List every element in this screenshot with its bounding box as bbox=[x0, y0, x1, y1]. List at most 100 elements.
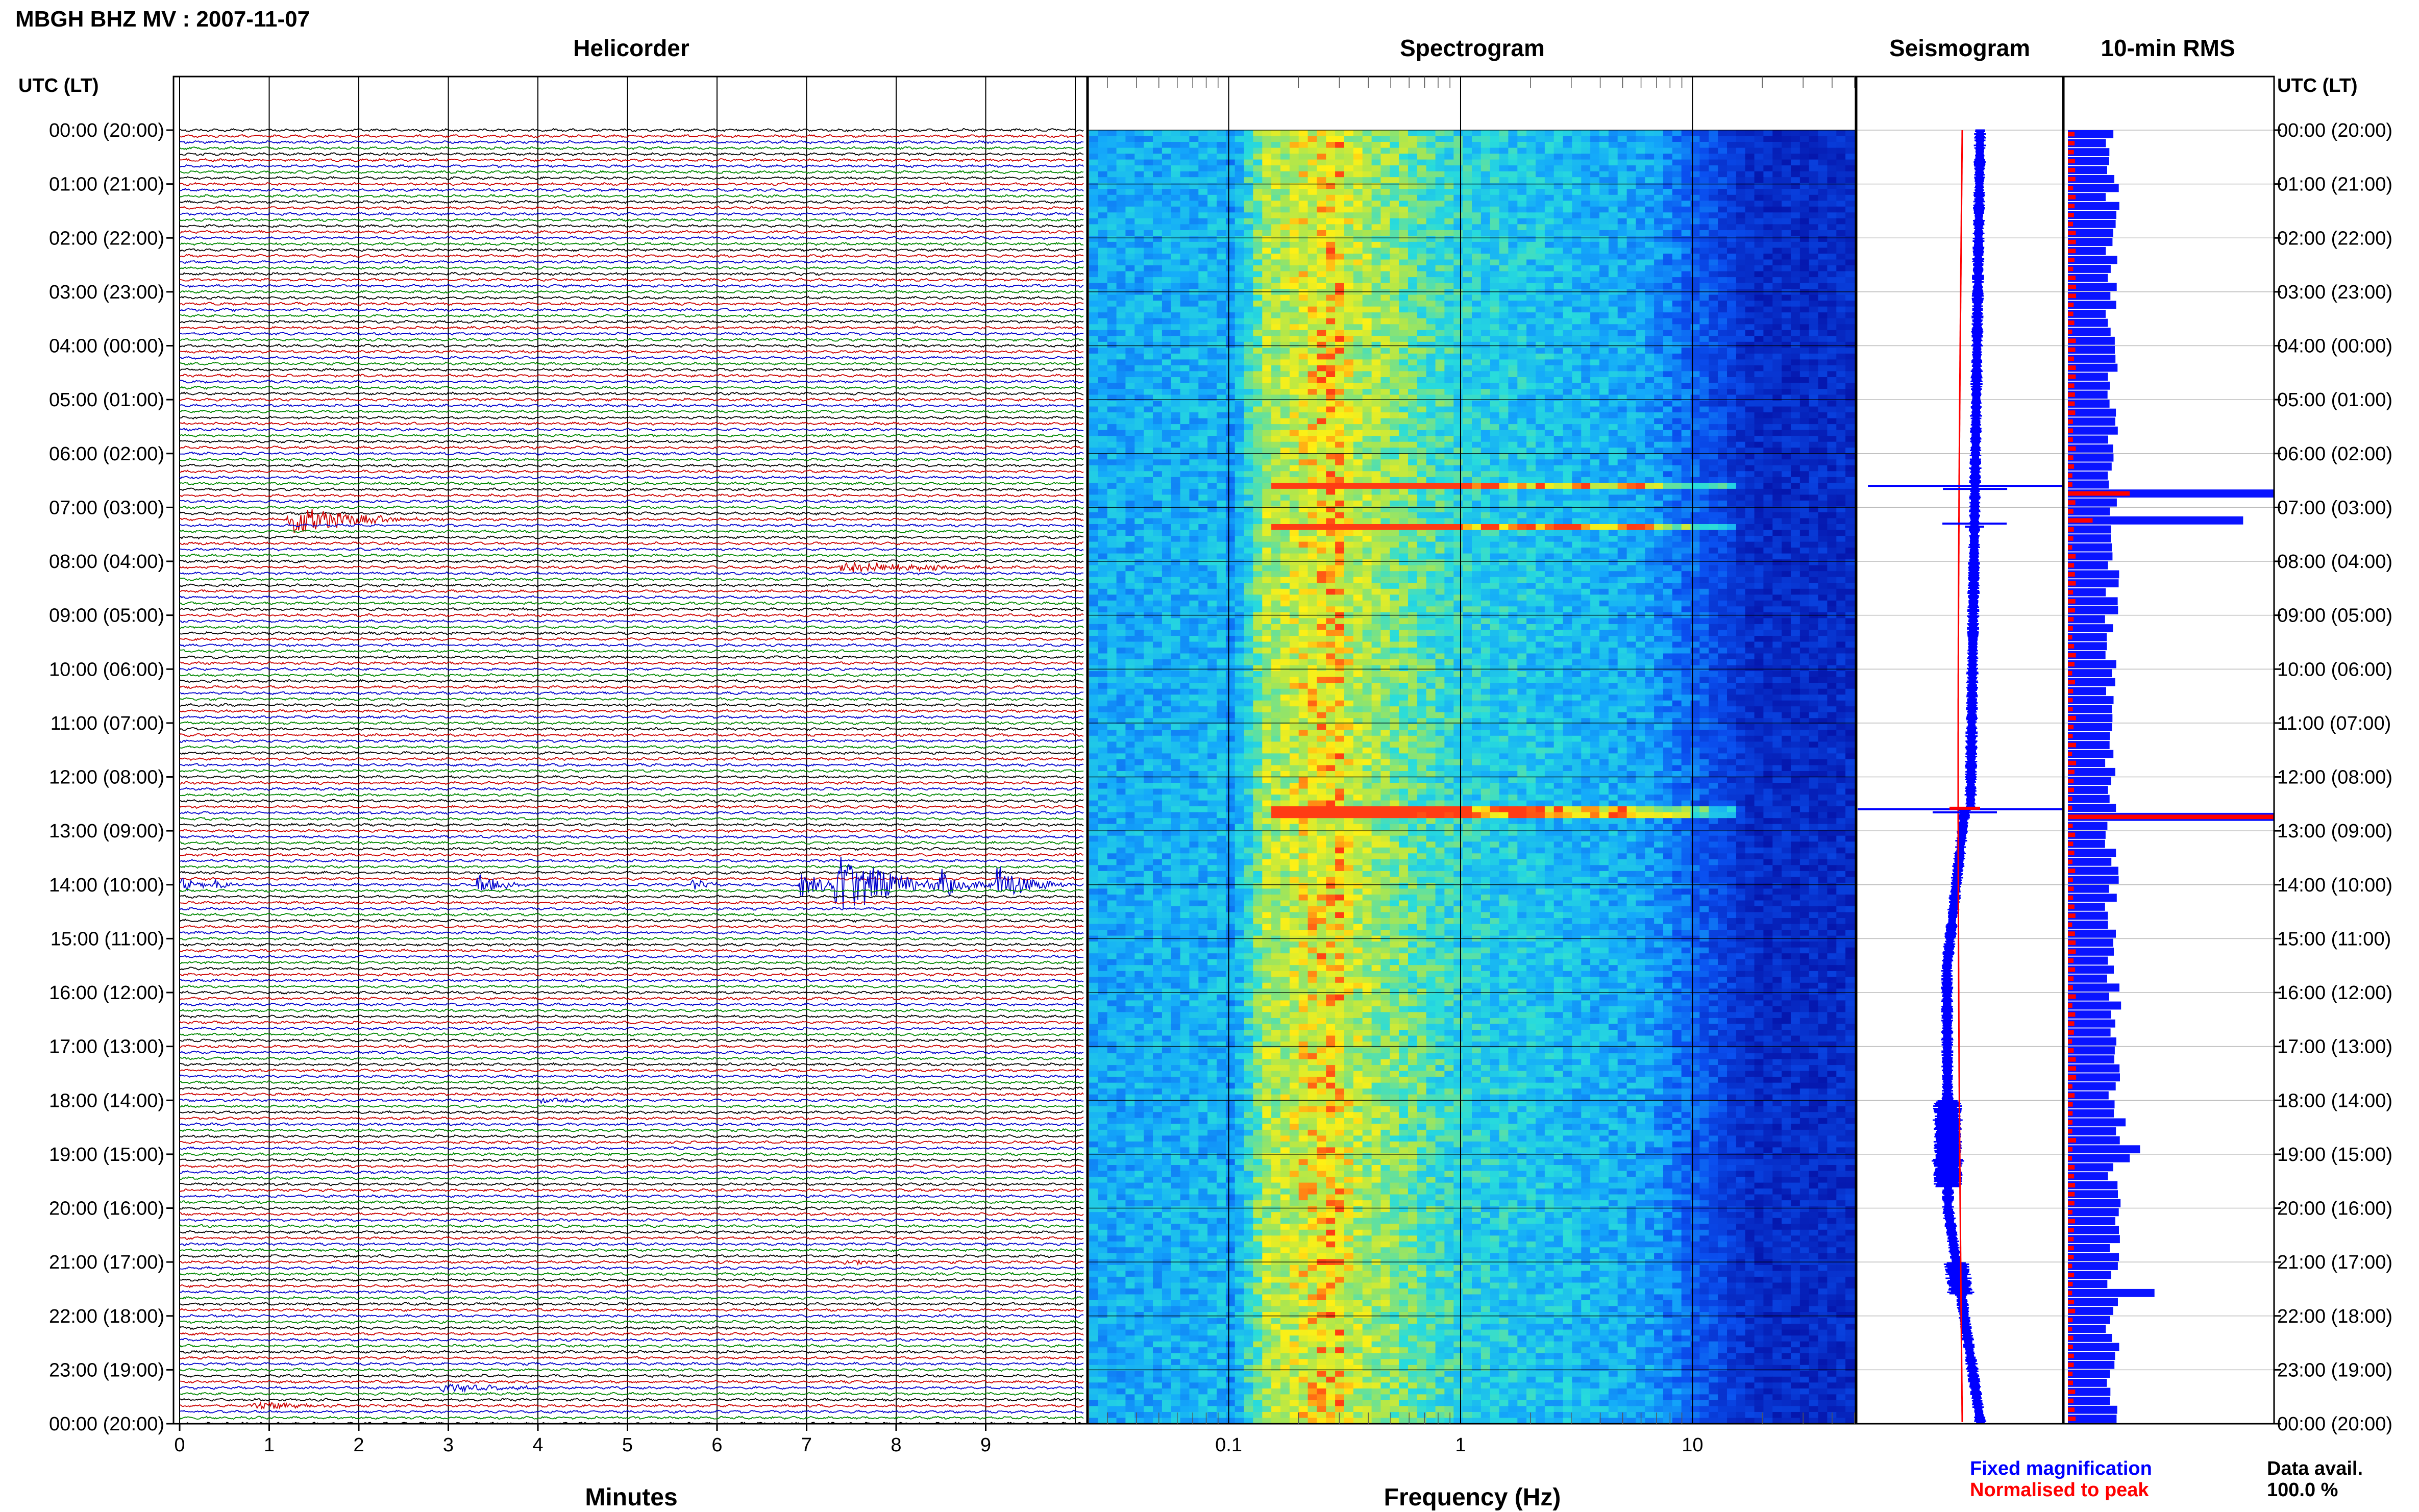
spectrogram-cell bbox=[1763, 212, 1773, 219]
spectrogram-cell bbox=[1827, 406, 1837, 413]
spectrogram-cell bbox=[1326, 254, 1336, 260]
spectrogram-cell bbox=[1335, 318, 1345, 325]
spectrogram-cell bbox=[1563, 241, 1573, 248]
spectrogram-cell bbox=[1480, 159, 1491, 166]
spectrogram-cell bbox=[1799, 377, 1810, 384]
time-tick-label-left: 23:00 (19:00) bbox=[49, 1359, 164, 1381]
spectrogram-cell bbox=[1162, 265, 1172, 272]
spectrogram-cell bbox=[1508, 341, 1518, 348]
spectrogram-cell bbox=[1217, 241, 1226, 248]
spectrogram-cell bbox=[1153, 383, 1163, 389]
spectrogram-cell bbox=[1617, 183, 1627, 189]
spectrogram-cell bbox=[1225, 265, 1236, 272]
spectrogram-cell bbox=[1636, 401, 1645, 407]
spectrogram-cell bbox=[1772, 418, 1782, 425]
spectrogram-cell bbox=[1107, 401, 1117, 407]
spectrogram-cell bbox=[1754, 324, 1764, 331]
spectrogram-cell bbox=[1736, 441, 1746, 448]
spectrogram-cell bbox=[1253, 324, 1263, 331]
spectrogram-cell bbox=[1207, 171, 1217, 178]
spectrogram-cell bbox=[1408, 277, 1418, 284]
spectrogram-cell bbox=[1244, 306, 1254, 313]
time-tick-label-right: 20:00 (16:00) bbox=[2277, 1198, 2392, 1220]
spectrogram-cell bbox=[1162, 348, 1172, 354]
spectrogram-cell bbox=[1344, 448, 1354, 454]
spectrogram-cell bbox=[1380, 301, 1390, 307]
spectrogram-cell bbox=[1144, 365, 1153, 371]
spectrogram-cell bbox=[1699, 230, 1709, 236]
spectrogram-cell bbox=[1198, 383, 1208, 389]
spectrogram-cell bbox=[1253, 142, 1263, 148]
spectrogram-cell bbox=[1727, 465, 1737, 472]
spectrogram-cell bbox=[1617, 159, 1627, 166]
spectrogram-cell bbox=[1572, 383, 1582, 389]
spectrogram-cell bbox=[1809, 353, 1819, 360]
spectrogram-cell bbox=[1599, 259, 1609, 266]
spectrogram-cell bbox=[1727, 247, 1737, 254]
spectrogram-cell bbox=[1298, 401, 1309, 407]
spectrogram-cell bbox=[1162, 389, 1172, 395]
spectrogram-cell bbox=[1836, 459, 1846, 466]
spectrogram-cell bbox=[1335, 294, 1345, 301]
spectrogram-cell bbox=[1736, 147, 1746, 154]
spectrogram-cell bbox=[1435, 206, 1445, 213]
spectrogram-cell bbox=[1262, 277, 1272, 284]
spectrogram-cell bbox=[1553, 453, 1564, 460]
spectrogram-cell bbox=[1772, 154, 1782, 160]
spectrogram-cell bbox=[1198, 330, 1208, 336]
spectrogram-cell bbox=[1162, 330, 1172, 336]
seismogram-title: Seismogram bbox=[1889, 35, 2030, 61]
spectrogram-cell bbox=[1581, 383, 1591, 389]
spectrogram-cell bbox=[1480, 371, 1491, 378]
spectrogram-cell bbox=[1472, 212, 1482, 219]
spectrogram-cell bbox=[1326, 218, 1336, 225]
spectrogram-cell bbox=[1426, 341, 1436, 348]
spectrogram-cell bbox=[1435, 224, 1445, 231]
spectrogram-cell bbox=[1772, 459, 1782, 466]
spectrogram-cell bbox=[1745, 171, 1755, 178]
spectrogram-cell bbox=[1262, 365, 1272, 371]
spectrogram-cell bbox=[1435, 336, 1445, 342]
spectrogram-cell bbox=[1371, 271, 1381, 278]
spectrogram-cell bbox=[1317, 147, 1326, 154]
spectrogram-cell bbox=[1399, 448, 1409, 454]
spectrogram-cell bbox=[1718, 336, 1727, 342]
spectrogram-cell bbox=[1134, 247, 1144, 254]
spectrogram-cell bbox=[1472, 330, 1482, 336]
spectrogram-cell bbox=[1153, 241, 1163, 248]
spectrogram-cell bbox=[1526, 365, 1536, 371]
spectrogram-cell bbox=[1517, 448, 1527, 454]
spectrogram-cell bbox=[1727, 265, 1737, 272]
spectrogram-cell bbox=[1307, 218, 1318, 225]
spectrogram-cell bbox=[1289, 247, 1299, 254]
spectrogram-cell bbox=[1499, 136, 1509, 142]
spectrogram-cell bbox=[1709, 130, 1718, 137]
spectrogram-cell bbox=[1490, 147, 1500, 154]
spectrogram-cell bbox=[1180, 194, 1190, 201]
spectrogram-cell bbox=[1426, 259, 1436, 266]
spectrogram-cell bbox=[1745, 154, 1755, 160]
spectrogram-cell bbox=[1845, 365, 1855, 371]
spectrogram-cell bbox=[1362, 306, 1372, 313]
spectrogram-cell bbox=[1617, 147, 1627, 154]
spectrogram-cell bbox=[1162, 453, 1172, 460]
spectrogram-cell bbox=[1499, 448, 1509, 454]
spectrogram-cell bbox=[1581, 424, 1591, 431]
spectrogram-cell bbox=[1326, 189, 1336, 195]
spectrogram-cell bbox=[1207, 341, 1217, 348]
spectrogram-cell bbox=[1563, 448, 1573, 454]
spectrogram-cell bbox=[1463, 312, 1472, 319]
spectrogram-cell bbox=[1271, 365, 1281, 371]
spectrogram-cell bbox=[1244, 341, 1254, 348]
spectrogram-cell bbox=[1289, 194, 1299, 201]
spectrogram-cell bbox=[1399, 412, 1409, 419]
spectrogram-cell bbox=[1699, 247, 1709, 254]
spectrogram-cell bbox=[1307, 142, 1318, 148]
spectrogram-cell bbox=[1344, 130, 1354, 137]
spectrogram-cell bbox=[1791, 130, 1800, 137]
spectrogram-cell bbox=[1480, 194, 1491, 201]
spectrogram-cell bbox=[1207, 453, 1217, 460]
spectrogram-cell bbox=[1553, 265, 1564, 272]
spectrogram-cell bbox=[1298, 189, 1309, 195]
spectrogram-cell bbox=[1144, 459, 1153, 466]
